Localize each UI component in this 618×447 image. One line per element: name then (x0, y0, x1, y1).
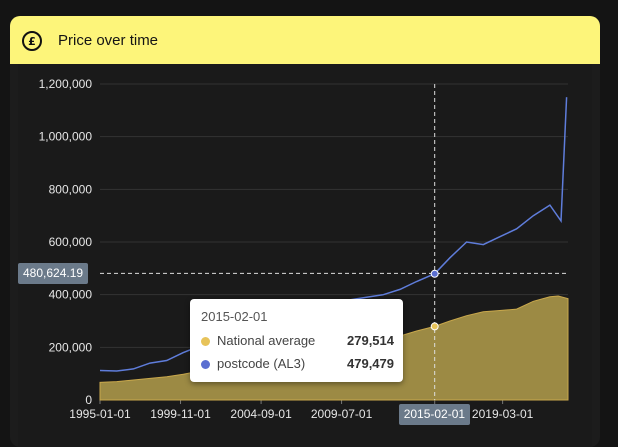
crosshair-y-label: 480,624.19 (18, 263, 89, 285)
price-card: £ Price over time 0 200,000 400,000 600,000… (10, 16, 600, 447)
postcode-legend-dot (201, 360, 210, 369)
national-hover-point (430, 322, 439, 331)
pound-icon: £ (22, 31, 42, 51)
y-tick-label: 0 (85, 393, 92, 407)
y-tick-label: 800,000 (49, 182, 93, 196)
tooltip-series-name: National average (217, 333, 316, 348)
price-chart[interactable]: 0 200,000 400,000 600,000 800,000 1,000,000 1,… (18, 44, 600, 447)
tooltip-series-name: postcode (AL3) (217, 356, 306, 371)
tooltip-series-value: 279,514 (347, 333, 394, 348)
y-tick-label: 200,000 (49, 340, 93, 354)
y-tick-label: 1,200,000 (39, 77, 93, 91)
tooltip-series-value: 479,479 (347, 356, 394, 371)
card-header: £ Price over time (10, 16, 600, 64)
y-tick-label: 1,000,000 (39, 130, 93, 144)
national-legend-dot (201, 337, 210, 346)
postcode-hover-point (430, 269, 439, 278)
chart-tooltip: 2015-02-01 National average 279,514 post… (190, 299, 403, 382)
tooltip-date: 2015-02-01 (201, 309, 268, 324)
crosshair-x-label: 2015-02-01 (398, 404, 471, 425)
card-title: Price over time (58, 32, 159, 49)
chart-area[interactable]: 0 200,000 400,000 600,000 800,000 1,000,000 1,… (18, 44, 600, 447)
x-tick-label: 2004-09-01 (230, 407, 292, 421)
x-tick-label: 1995-01-01 (69, 407, 131, 421)
tooltip-row-postcode: postcode (AL3) 479,479 (201, 356, 394, 374)
x-tick-label: 1999-11-01 (150, 407, 211, 421)
y-tick-label: 600,000 (49, 235, 93, 249)
y-tick-label: 400,000 (49, 288, 93, 302)
tooltip-row-national: National average 279,514 (201, 333, 394, 351)
x-tick-label: 2019-03-01 (472, 407, 534, 421)
x-tick-label: 2009-07-01 (311, 407, 373, 421)
